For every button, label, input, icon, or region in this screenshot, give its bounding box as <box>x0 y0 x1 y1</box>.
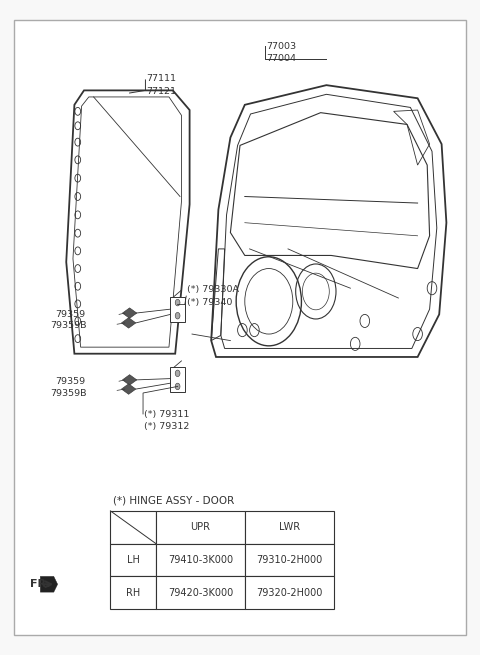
Bar <box>245 576 334 609</box>
Text: 79359: 79359 <box>55 377 85 386</box>
Bar <box>170 297 185 322</box>
Text: 79310-2H000: 79310-2H000 <box>256 555 323 565</box>
Text: RH: RH <box>126 588 140 598</box>
Text: (*) 79330A
(*) 79340: (*) 79330A (*) 79340 <box>187 286 239 307</box>
Circle shape <box>175 312 180 319</box>
Text: 77111
77121: 77111 77121 <box>146 75 177 96</box>
Text: LWR: LWR <box>278 522 300 533</box>
FancyBboxPatch shape <box>14 20 466 635</box>
Circle shape <box>175 299 180 306</box>
Circle shape <box>175 370 180 377</box>
Bar <box>170 367 185 392</box>
Text: 79359: 79359 <box>55 310 85 319</box>
Polygon shape <box>122 375 137 385</box>
Bar <box>156 511 245 544</box>
Polygon shape <box>121 384 136 394</box>
Text: UPR: UPR <box>191 522 210 533</box>
Text: LH: LH <box>127 555 140 565</box>
Bar <box>156 544 245 576</box>
Bar <box>245 544 334 576</box>
Bar <box>245 511 334 544</box>
Polygon shape <box>40 576 58 592</box>
Bar <box>110 576 156 609</box>
Polygon shape <box>122 308 137 318</box>
Text: (*) HINGE ASSY - DOOR: (*) HINGE ASSY - DOOR <box>113 496 234 506</box>
Text: 79410-3K000: 79410-3K000 <box>168 555 233 565</box>
Bar <box>156 576 245 609</box>
Text: 79359B: 79359B <box>50 388 87 398</box>
Text: 79320-2H000: 79320-2H000 <box>256 588 323 598</box>
Text: 79420-3K000: 79420-3K000 <box>168 588 233 598</box>
Text: FR.: FR. <box>30 579 50 590</box>
Circle shape <box>175 383 180 390</box>
Text: 79359B: 79359B <box>50 321 87 330</box>
Text: 77003
77004: 77003 77004 <box>266 42 297 63</box>
Text: (*) 79311
(*) 79312: (*) 79311 (*) 79312 <box>144 410 190 431</box>
Polygon shape <box>121 318 136 328</box>
Bar <box>110 544 156 576</box>
Bar <box>110 511 156 544</box>
